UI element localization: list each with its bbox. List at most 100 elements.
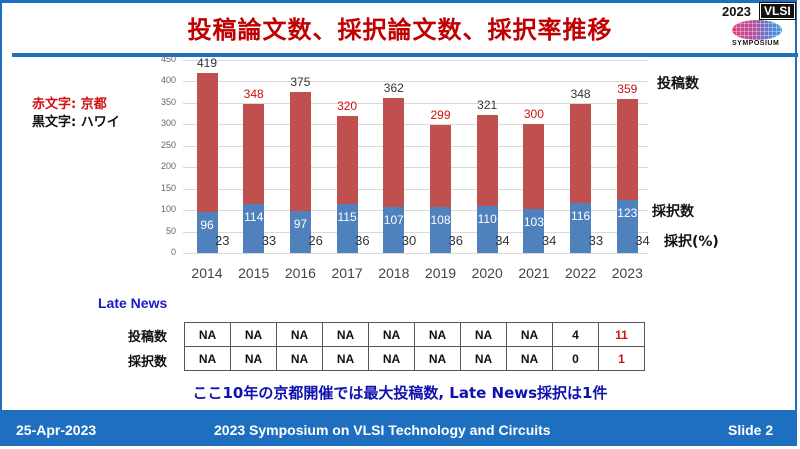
submitted-segment [196,73,218,212]
late-news-title: Late News [98,295,168,311]
total-value-label: 348 [570,86,591,101]
submitted-segment [523,124,545,209]
late-news-row: NA NA NA NA NA NA NA NA 0 1 [184,346,645,371]
late-news-cell: NA [230,322,277,347]
accepted-value-label: 116 [571,209,591,224]
accepted-segment [476,205,498,253]
gridline [183,231,648,233]
wafer-icon [732,20,782,40]
accepted-value-label: 108 [430,212,451,227]
late-news-cell: NA [184,346,231,371]
bar-2018 [383,97,405,253]
accepted-value-label: 114 [244,210,264,225]
late-news-cell: 1 [598,346,645,371]
late-news-cell: NA [460,346,507,371]
bar-2014 [196,73,218,253]
y-tick-label: 100 [160,204,176,215]
rate-value-label: 23 [215,233,230,248]
gridline [183,81,648,83]
accepted-segment [336,203,358,253]
gridline [183,102,648,104]
total-value-label: 321 [477,98,498,113]
accepted-value-label: 103 [523,214,544,229]
late-news-cell: 4 [552,322,599,347]
x-tick-label: 2021 [518,265,550,281]
total-value-label: 320 [337,98,358,113]
papers-bar-chart: 0 50 100 150 200 250 300 350 400 450 419 96 23 2014 34… [160,54,650,281]
x-tick-label: 2014 [191,265,223,281]
submitted-segment [570,103,592,204]
submitted-segment [383,97,405,208]
accepted-segment [523,208,545,253]
y-tick-label: 0 [170,247,176,257]
accepted-segment [289,211,311,253]
x-tick-label: 2017 [331,265,363,281]
logo-subtitle: SYMPOSIUM [732,40,780,47]
x-tick-label: 2018 [378,265,410,281]
late-news-cell: NA [506,346,553,371]
x-tick-label: 2020 [471,265,503,281]
late-news-row: NA NA NA NA NA NA NA NA 4 11 [184,322,645,347]
accepted-segment [383,207,405,253]
total-value-label: 300 [523,107,544,122]
y-tick-label: 150 [160,182,176,193]
rate-value-label: 34 [635,233,650,248]
footer-event: 2023 Symposium on VLSI Technology and Ci… [214,422,551,438]
rate-value-label: 26 [308,233,323,248]
y-tick-label: 400 [160,75,176,86]
x-tick-label: 2023 [611,265,643,281]
submitted-segment [336,115,358,204]
footer-date: 25-Apr-2023 [16,422,97,438]
x-tick-label: 2015 [238,265,270,281]
logo-year: 2023 [722,4,751,19]
rate-value-label: 36 [355,233,370,248]
late-news-cell: NA [368,346,415,371]
submitted-segment [430,124,451,207]
gridline [183,210,648,212]
label-submitted: 投稿数 [657,76,699,92]
late-news-cell: NA [368,322,415,347]
late-news-cell: 11 [598,322,645,347]
late-news-cell: NA [276,346,323,371]
y-tick-label: 350 [160,96,176,107]
hawaii-note: 黒文字: ハワイ [32,115,120,130]
rate-value-label: 33 [588,233,604,248]
y-tick-label: 300 [160,118,176,129]
rate-value-label: 30 [401,233,417,248]
accepted-segment [196,211,218,253]
total-value-label: 359 [617,82,638,97]
late-news-row-label-accepted: 採択数 [128,355,168,370]
bar-2017 [336,115,358,253]
footer-slide-number: Slide 2 [728,422,774,438]
total-value-label: 375 [290,75,311,90]
late-news-cell: NA [230,346,277,371]
bar-2019 [430,124,451,253]
x-tick-label: 2019 [424,265,457,281]
bar-2021 [523,124,545,253]
late-news-cell: NA [322,322,369,347]
accepted-value-label: 110 [477,211,497,226]
late-news-cell: 0 [552,346,599,371]
late-news-cell: NA [184,322,231,347]
submitted-segment [616,99,638,201]
vlsi-logo: 2023 VLSI SYMPOSIUM [718,2,798,52]
gridline [183,188,648,190]
bar-2016 [289,92,311,253]
late-news-cell: NA [414,346,461,371]
gridline [183,167,648,169]
bar-2023 [616,99,638,253]
late-news-cell: NA [322,346,369,371]
label-accepted: 採択数 [652,204,694,220]
total-value-label: 419 [196,56,218,71]
total-value-label: 362 [383,80,404,95]
gridline [183,124,648,126]
late-news-cell: NA [414,322,461,347]
accepted-segment [243,204,265,253]
accepted-value-label: 123 [617,206,638,221]
gridline [183,145,648,147]
summary-text: ここ10年の京都開催では最大投稿数, Late News採択は1件 [192,384,608,402]
late-news-table: NA NA NA NA NA NA NA NA 4 11 NA NA NA NA NA NA NA NA 0 1 [184,322,645,371]
accepted-value-label: 97 [293,217,308,232]
bar-2022 [570,103,592,253]
logo-brand: VLSI [759,2,796,20]
